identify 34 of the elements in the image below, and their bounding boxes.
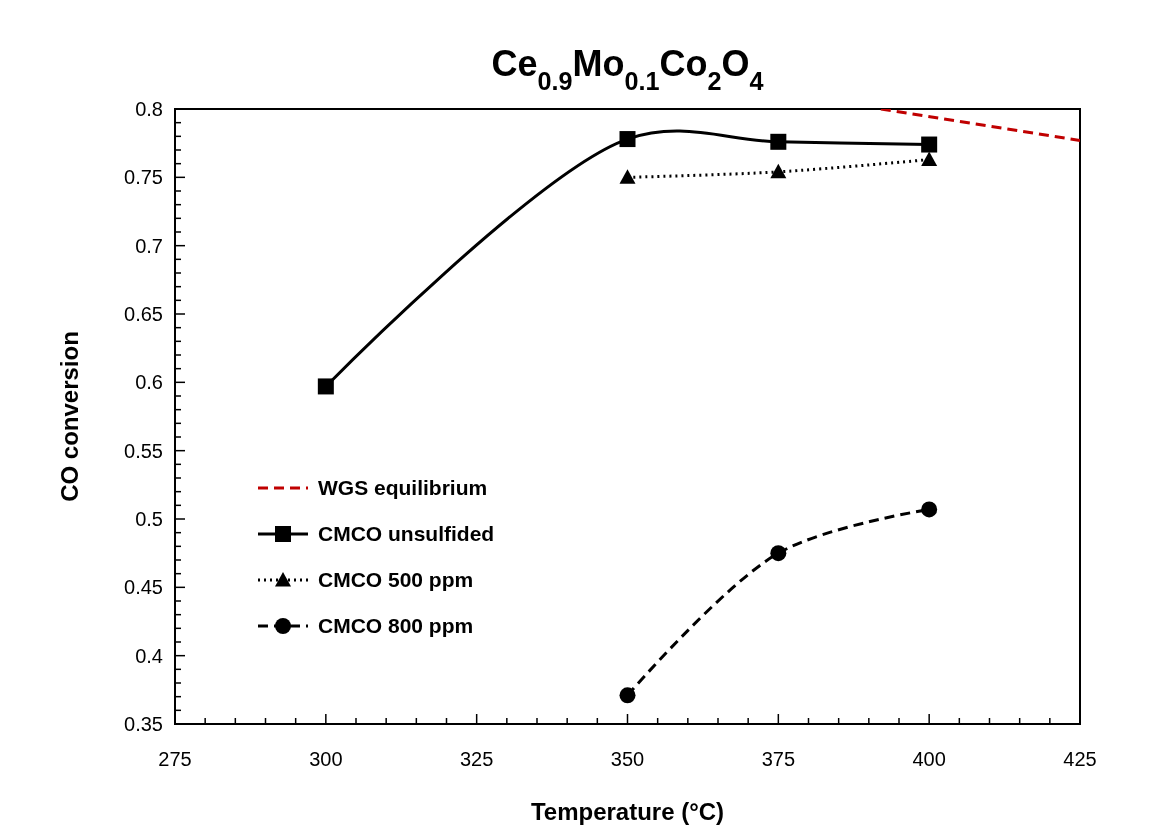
point [770, 545, 787, 562]
x-tick-label: 375 [761, 748, 796, 770]
point [770, 133, 787, 150]
legend-label: CMCO 500 ppm [318, 568, 474, 592]
point [921, 136, 938, 153]
point [619, 131, 636, 148]
y-tick-label: 0.65 [124, 303, 163, 325]
y-axis-title: CO conversion [56, 331, 83, 502]
legend-label: CMCO 800 ppm [318, 614, 474, 638]
chart-title: Ce$_{0.9}$Mo$_{0.1}$Co$_{2}$O$_{4}$ [491, 43, 764, 95]
legend-label: CMCO unsulfided [318, 522, 495, 546]
legend-label: WGS equilibrium [318, 476, 488, 500]
y-tick-label: 0.35 [124, 713, 163, 735]
x-tick-label: 325 [459, 748, 494, 770]
y-tick-label: 0.45 [124, 576, 163, 599]
x-axis-title: Temperature (°C) [530, 798, 725, 825]
y-tick-label: 0.6 [135, 371, 163, 394]
y-tick-label: 0.5 [135, 508, 163, 530]
point [317, 378, 334, 395]
y-tick-label: 0.4 [135, 644, 163, 667]
point [921, 501, 938, 518]
point [619, 687, 636, 704]
y-tick-label: 0.8 [135, 98, 163, 120]
point [921, 151, 938, 166]
y-tick-label: 0.55 [124, 439, 163, 462]
y-tick-label: 0.7 [135, 234, 163, 257]
point [619, 169, 636, 184]
x-tick-label: 275 [158, 748, 192, 770]
x-tick-label: 400 [912, 748, 946, 770]
point [770, 163, 787, 179]
x-tick-label: 425 [1063, 748, 1097, 770]
x-tick-label: 300 [309, 748, 343, 770]
x-tick-label: 350 [610, 748, 645, 770]
y-tick-label: 0.75 [124, 166, 163, 189]
